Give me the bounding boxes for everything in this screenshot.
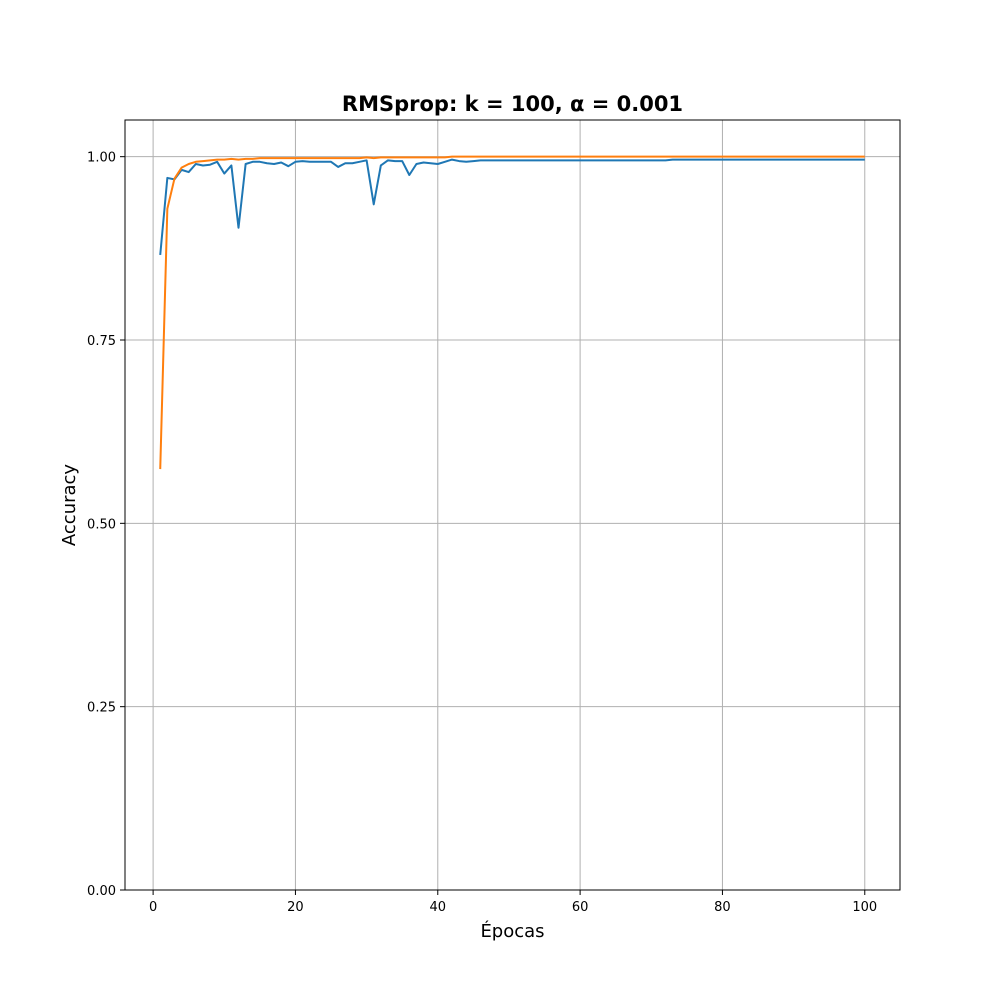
x-tick-label: 20	[287, 900, 304, 915]
grid	[125, 120, 900, 891]
series-lines	[159, 155, 865, 470]
y-axis-label: Accuracy	[59, 464, 80, 547]
x-axis-label: Épocas	[480, 920, 544, 942]
axis-ticks: 0 20 40 60 80 100 0.00 0.25 0.50 0.75 1.00	[87, 151, 877, 915]
x-tick-label: 60	[572, 900, 589, 915]
y-tick-label: 1.00	[87, 151, 116, 166]
x-tick-label: 100	[852, 900, 877, 915]
x-tick-label: 0	[149, 900, 157, 915]
y-tick-label: 0.75	[87, 334, 116, 349]
series-line-2	[159, 155, 865, 470]
y-tick-label: 0.25	[87, 701, 116, 716]
x-tick-label: 80	[714, 900, 731, 915]
chart-title: RMSprop: k = 100, α = 0.001	[342, 92, 683, 116]
x-tick-label: 40	[430, 900, 447, 915]
series-line-1	[159, 158, 865, 256]
plot-frame	[124, 119, 901, 891]
y-tick-label: 0.50	[87, 517, 116, 532]
y-tick-label: 0.00	[87, 884, 116, 899]
